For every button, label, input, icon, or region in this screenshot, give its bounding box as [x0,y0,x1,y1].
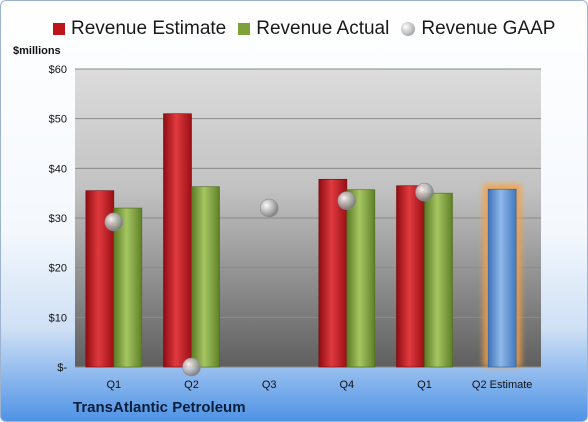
y-tick-label: $- [57,362,67,374]
legend-swatch-actual [238,23,251,35]
y-tick-label: $20 [49,263,67,275]
legend-item-actual: Revenue Actual [238,18,389,40]
y-tick-label: $50 [49,114,67,126]
x-tick-label: Q1 [417,379,432,391]
legend-label-actual: Revenue Actual [256,18,390,39]
bar-actual [191,186,220,368]
y-tick-label: $60 [49,64,67,76]
bar-actual [113,207,143,368]
gaap-point [415,182,434,202]
x-tick-label: Q4 [339,379,354,391]
bar-estimate-forecast [487,188,517,368]
legend-label-estimate: Revenue Estimate [71,18,227,39]
gaap-point [337,191,357,210]
x-tick-label: Q3 [262,379,277,391]
legend-label-gaap: Revenue GAAP [421,18,556,39]
bar-estimate [396,185,425,368]
gaap-point [259,198,279,218]
bar-actual [424,192,453,368]
y-tick-label: $10 [49,312,67,324]
y-unit-label: $millions [13,45,61,57]
bar-estimate [318,178,348,368]
bar-estimate [163,113,192,368]
gaap-point [104,212,124,232]
gaap-point [182,357,201,377]
x-tick-label: Q1 [106,379,121,391]
legend-item-estimate: Revenue Estimate [53,18,226,40]
y-tick-label: $30 [49,213,67,225]
legend-item-gaap: Revenue GAAP [401,18,555,40]
x-tick-label: Q2 Estimate [472,379,533,391]
legend-swatch-estimate [53,23,65,35]
bar-actual [346,189,376,368]
company-name: TransAtlantic Petroleum [73,399,246,416]
y-tick-label: $40 [49,163,67,175]
legend: Revenue Estimate Revenue Actual Revenue … [53,18,555,40]
x-tick-label: Q2 [184,379,199,391]
legend-swatch-gaap [401,22,416,36]
